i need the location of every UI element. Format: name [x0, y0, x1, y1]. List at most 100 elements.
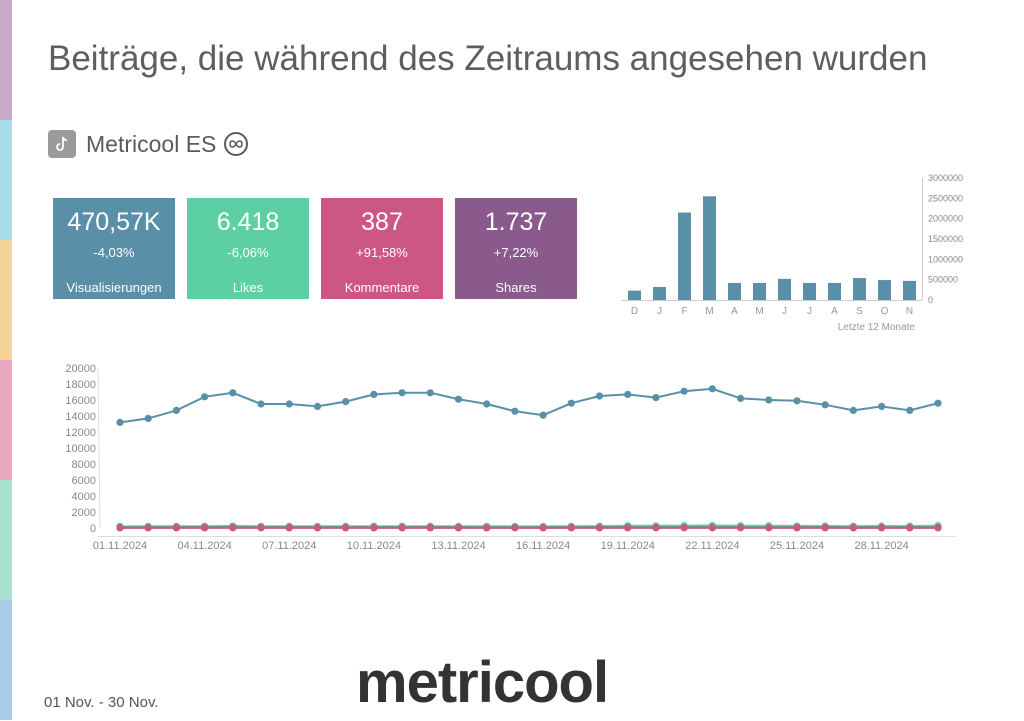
data-point — [398, 389, 405, 396]
account-row: Metricool ES — [48, 130, 248, 158]
data-point — [737, 524, 744, 531]
bar — [753, 283, 766, 300]
data-point — [709, 385, 716, 392]
data-point — [116, 419, 123, 426]
series-line-visualisierungen — [120, 389, 938, 423]
data-point — [681, 388, 688, 395]
y-tick-label: 16000 — [65, 395, 96, 407]
date-range: 01 Nov. - 30 Nov. — [44, 694, 159, 711]
data-point — [511, 408, 518, 415]
data-point — [314, 403, 321, 410]
side-color-strip — [0, 0, 12, 720]
x-tick-label: 13.11.2024 — [431, 540, 485, 552]
data-point — [878, 403, 885, 410]
data-point — [765, 524, 772, 531]
kpi-card-kommentare: 387 +91,58% Kommentare — [321, 198, 443, 299]
x-tick-label: 19.11.2024 — [601, 540, 655, 552]
data-point — [709, 524, 716, 531]
data-point — [737, 395, 744, 402]
bar — [778, 279, 791, 300]
data-point — [286, 524, 293, 531]
data-point — [652, 394, 659, 401]
account-name: Metricool ES — [86, 131, 216, 158]
kpi-change: -6,06% — [187, 245, 309, 260]
kpi-label: Likes — [187, 280, 309, 295]
x-tick-label: J — [657, 306, 662, 317]
data-point — [681, 524, 688, 531]
bar — [803, 283, 816, 300]
x-axis-title: Letzte 12 Monate — [838, 322, 916, 333]
x-tick-label: 04.11.2024 — [177, 540, 231, 552]
x-tick-label: A — [831, 306, 838, 317]
data-point — [596, 524, 603, 531]
kpi-card-shares: 1.737 +7,22% Shares — [455, 198, 577, 299]
data-point — [624, 524, 631, 531]
data-point — [765, 396, 772, 403]
infinity-icon — [224, 132, 248, 156]
y-tick-label: 1500000 — [928, 234, 963, 244]
data-point — [652, 524, 659, 531]
y-tick-label: 500000 — [928, 275, 958, 285]
bar — [728, 283, 741, 300]
x-tick-label: 22.11.2024 — [685, 540, 739, 552]
data-point — [173, 407, 180, 414]
y-axis-line — [98, 368, 100, 528]
bar — [703, 196, 716, 300]
data-point — [540, 524, 547, 531]
kpi-label: Kommentare — [321, 280, 443, 295]
data-point — [257, 524, 264, 531]
data-point — [934, 400, 941, 407]
kpi-value: 6.418 — [187, 207, 309, 237]
y-tick-label: 10000 — [65, 443, 96, 455]
data-point — [145, 524, 152, 531]
data-point — [540, 412, 547, 419]
x-tick-label: J — [782, 306, 787, 317]
data-point — [370, 391, 377, 398]
data-point — [822, 524, 829, 531]
data-point — [173, 524, 180, 531]
kpi-value: 470,57K — [53, 207, 175, 237]
data-point — [229, 524, 236, 531]
data-point — [511, 524, 518, 531]
data-point — [314, 524, 321, 531]
page-title: Beiträge, die während des Zeitraums ange… — [48, 36, 928, 82]
x-tick-label: D — [631, 306, 638, 317]
bar — [853, 278, 866, 300]
x-tick-label: 07.11.2024 — [262, 540, 316, 552]
monthly-bar-chart: 0 500000 1000000 1500000 2000000 2500000 30000… — [600, 170, 980, 340]
y-tick-label: 0 — [928, 295, 933, 305]
y-tick-label: 14000 — [65, 411, 96, 423]
kpi-change: +91,58% — [321, 245, 443, 260]
series-line-likes — [120, 525, 938, 526]
data-point — [286, 400, 293, 407]
x-tick-label: S — [856, 306, 863, 317]
data-point — [793, 524, 800, 531]
kpi-card-visualisierungen: 470,57K -4,03% Visualisierungen — [53, 198, 175, 299]
y-tick-label: 12000 — [65, 427, 96, 439]
x-tick-label: F — [681, 306, 687, 317]
y-tick-label: 1000000 — [928, 254, 963, 264]
data-point — [370, 524, 377, 531]
x-tick-label: M — [755, 306, 763, 317]
svg-text:metricool: metricool — [356, 652, 608, 715]
data-point — [878, 524, 885, 531]
y-tick-label: 3000000 — [928, 173, 963, 183]
data-point — [342, 398, 349, 405]
y-tick-label: 18000 — [65, 379, 96, 391]
y-tick-label: 2000000 — [928, 214, 963, 224]
bar — [678, 213, 691, 300]
data-point — [342, 524, 349, 531]
data-point — [116, 524, 123, 531]
y-tick-label: 2500000 — [928, 193, 963, 203]
y-tick-label: 6000 — [72, 475, 96, 487]
data-point — [455, 396, 462, 403]
bar — [628, 291, 641, 300]
data-point — [624, 391, 631, 398]
x-tick-label: 16.11.2024 — [516, 540, 570, 552]
bar — [903, 281, 916, 300]
data-point — [398, 524, 405, 531]
bar — [828, 283, 841, 300]
data-point — [850, 524, 857, 531]
data-point — [145, 415, 152, 422]
data-point — [201, 524, 208, 531]
